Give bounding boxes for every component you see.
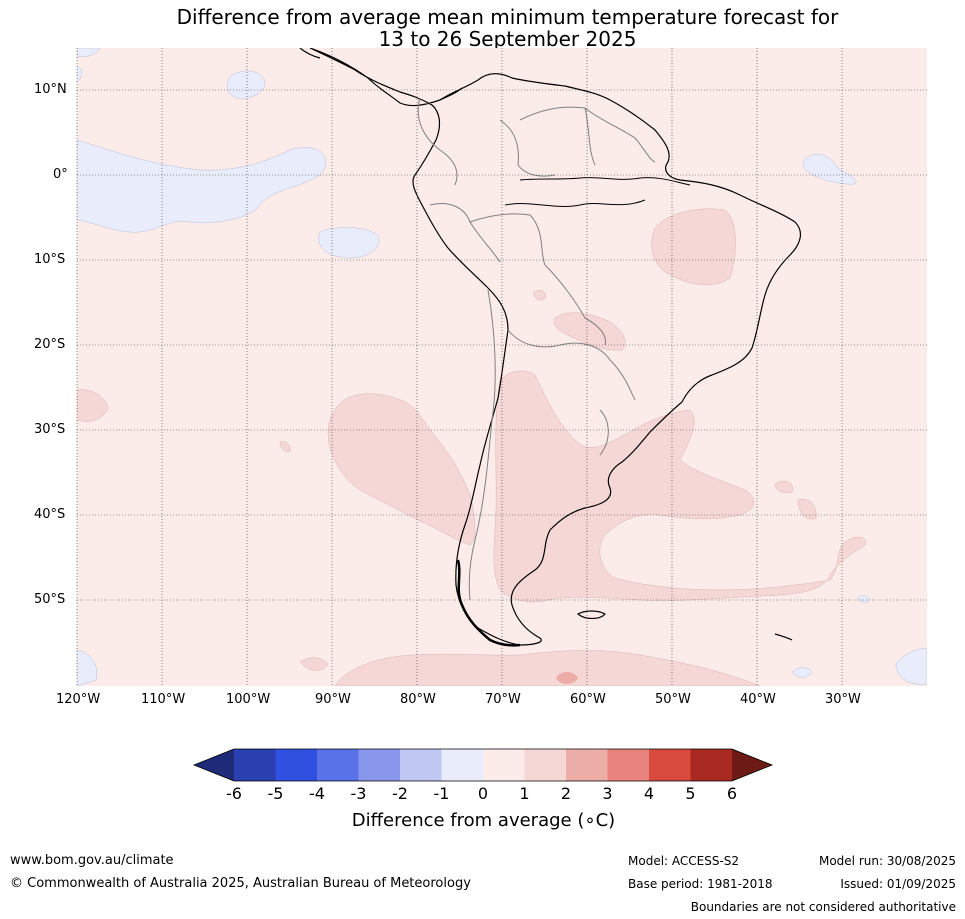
cool-region-north	[226, 70, 266, 99]
colorbar-tick-label: 6	[726, 784, 738, 803]
colorbar-cell	[483, 749, 525, 781]
lon-label: 70°W	[485, 692, 521, 707]
cool-region-atlantic	[803, 153, 857, 185]
graticule	[76, 48, 927, 686]
warm-region-tiny	[279, 441, 291, 453]
cool-region-bottom-right	[895, 647, 927, 685]
lat-label: 40°S	[34, 507, 66, 522]
amazon-river	[519, 177, 691, 186]
chart-title-line-2: 13 to 26 September 2025	[378, 27, 637, 51]
colorbar-outline	[192, 748, 774, 782]
lat-label: 50°S	[34, 592, 66, 607]
colorbar-label: Difference from average (∘C)	[351, 810, 616, 831]
colorbar-tick-label: 2	[560, 784, 572, 803]
colorbar-tick-label: -4	[309, 784, 325, 803]
model-run-date: Model run: 30/08/2025	[818, 854, 956, 868]
lat-label: 10°S	[34, 252, 66, 267]
chile-archipelago	[456, 559, 521, 647]
lon-label: 120°W	[56, 692, 101, 707]
lon-label: 90°W	[315, 692, 351, 707]
strong-warm-spot	[556, 672, 578, 684]
colorbar-tick-label: -3	[350, 784, 367, 803]
falklands-coastline	[576, 610, 606, 620]
colorbar	[192, 748, 774, 782]
cool-region-top-left	[77, 48, 101, 57]
colorbar-cells	[234, 749, 733, 781]
colorbar-cell	[524, 749, 567, 781]
warm-region-southeast-pacific	[327, 393, 476, 546]
colorbar-min-extension	[194, 749, 234, 781]
lon-label: 40°W	[740, 692, 776, 707]
lon-label: 30°W	[825, 692, 861, 707]
colorbar-cell	[649, 749, 691, 781]
colorbar-tick-label: -1	[433, 784, 450, 803]
amazon-river-2	[504, 199, 646, 207]
colorbar-tick-label: 1	[519, 784, 530, 803]
cool-region-small-2	[857, 595, 871, 603]
lon-label: 50°W	[655, 692, 691, 707]
lat-label: 0°	[53, 167, 68, 182]
cool-anomaly-regions	[77, 48, 927, 686]
cool-region-small	[791, 667, 813, 678]
border-colombia-venezuela	[499, 119, 556, 177]
colorbar-cell	[690, 749, 733, 781]
website-link[interactable]: www.bom.gov.au/climate	[10, 853, 174, 868]
warm-region-brazil	[651, 208, 736, 285]
lon-label: 110°W	[141, 692, 186, 707]
copyright-notice: © Commonwealth of Australia 2025, Austra…	[10, 876, 471, 891]
warm-region-west	[77, 389, 109, 422]
border-peru-brazil	[469, 213, 546, 266]
lon-label: 80°W	[400, 692, 436, 707]
colorbar-tick-label: -5	[267, 784, 284, 803]
warm-region-small-2	[774, 481, 793, 493]
colorbar-tick-label: -2	[392, 784, 408, 803]
lat-label: 30°S	[34, 422, 66, 437]
lat-label: 20°S	[34, 337, 66, 352]
strong-warm-region	[556, 672, 578, 684]
warm-region-small-3	[797, 498, 817, 520]
base-period: Base period: 1981-2018	[628, 877, 773, 891]
border-uruguay	[599, 409, 609, 456]
colorbar-cell	[400, 749, 442, 781]
colorbar-cell	[275, 749, 318, 781]
colorbar-tick-label: -6	[226, 784, 242, 803]
warm-region-south-atlantic	[493, 370, 866, 603]
border-bolivia-brazil	[544, 264, 607, 346]
model-name: Model: ACCESS-S2	[628, 854, 740, 868]
chart-title-line-1: Difference from average mean minimum tem…	[176, 5, 839, 29]
border-chile-argentina	[468, 289, 496, 601]
colorbar-tick-label: 5	[685, 784, 696, 803]
cool-region-galapagos	[318, 227, 380, 259]
colorbar-cell	[607, 749, 650, 781]
central-america-coastline	[299, 48, 463, 101]
warm-region-chaco	[553, 312, 626, 351]
colorbar-cell	[358, 749, 401, 781]
colorbar-cell	[566, 749, 608, 781]
colorbar-tick-label: 3	[602, 784, 613, 803]
cool-region-equatorial-pacific	[77, 139, 326, 233]
border-colombia-ecuador	[417, 97, 458, 186]
country-borders	[417, 97, 656, 601]
warm-region-south-pacific-small	[299, 657, 329, 671]
warm-region-southern-ocean	[334, 650, 761, 686]
border-guyana	[584, 107, 596, 166]
colorbar-tick-label: 4	[643, 784, 655, 803]
colorbar-cell	[317, 749, 359, 781]
cool-region-bottom-left	[77, 649, 98, 686]
lat-label: 10°N	[34, 82, 67, 97]
south-america-coastline	[309, 48, 802, 646]
border-venezuela-guyana	[519, 106, 656, 163]
lon-label: 100°W	[226, 692, 271, 707]
boundaries-disclaimer: Boundaries are not considered authoritat…	[690, 900, 956, 914]
colorbar-cell	[234, 749, 276, 781]
lon-label: 60°W	[570, 692, 606, 707]
colorbar-cell	[441, 749, 484, 781]
warm-region-small	[532, 289, 547, 301]
colorbar-max-extension	[732, 749, 772, 781]
warm-anomaly-regions	[77, 208, 866, 686]
issued-date: Issued: 01/09/2025	[840, 877, 956, 891]
south-georgia-coastline	[774, 633, 793, 641]
colorbar-tick-label: 0	[477, 784, 489, 803]
